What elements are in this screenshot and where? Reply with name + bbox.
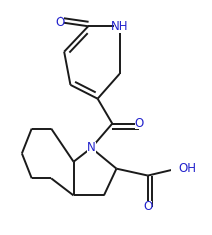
Text: N: N — [87, 141, 96, 154]
FancyBboxPatch shape — [87, 142, 96, 154]
FancyBboxPatch shape — [135, 118, 144, 129]
Text: O: O — [143, 200, 152, 213]
Text: NH: NH — [111, 20, 128, 33]
FancyBboxPatch shape — [144, 201, 152, 212]
Text: OH: OH — [178, 162, 196, 175]
FancyBboxPatch shape — [171, 163, 183, 174]
Text: O: O — [135, 117, 144, 130]
FancyBboxPatch shape — [114, 20, 125, 33]
Text: O: O — [55, 16, 64, 29]
FancyBboxPatch shape — [55, 17, 64, 28]
